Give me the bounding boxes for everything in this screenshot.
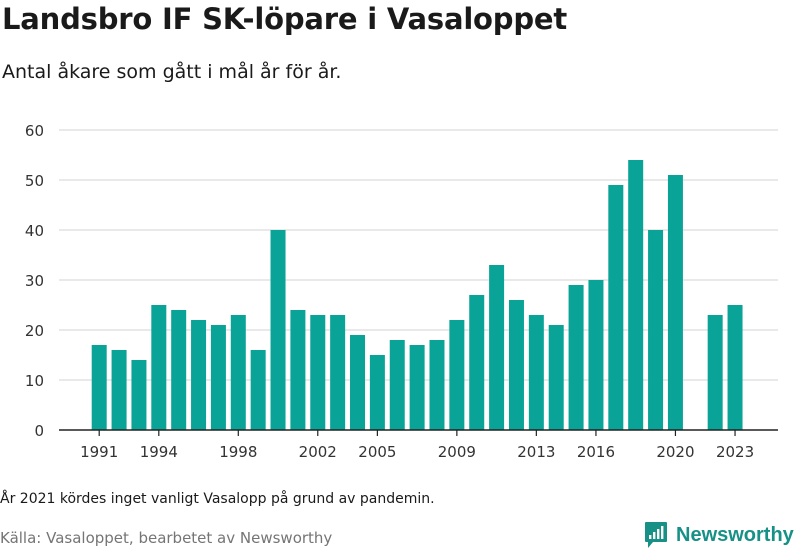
x-tick-label: 2005 bbox=[358, 443, 396, 461]
y-tick-label: 60 bbox=[25, 122, 44, 140]
y-tick-label: 30 bbox=[25, 272, 44, 290]
x-tick-label: 2013 bbox=[517, 443, 555, 461]
bar bbox=[171, 310, 187, 430]
bar bbox=[210, 325, 226, 430]
bars bbox=[91, 160, 743, 430]
bar bbox=[528, 315, 544, 430]
x-tick-label: 2016 bbox=[577, 443, 615, 461]
y-tick-label: 20 bbox=[25, 322, 44, 340]
bar bbox=[469, 295, 485, 430]
y-tick-label: 0 bbox=[34, 422, 44, 440]
bar bbox=[409, 345, 425, 430]
bar bbox=[250, 350, 266, 430]
y-tick-label: 40 bbox=[25, 222, 44, 240]
x-tick-label: 2020 bbox=[656, 443, 694, 461]
brand-name: Newsworthy bbox=[676, 523, 794, 546]
bar bbox=[667, 175, 683, 430]
bar bbox=[310, 315, 326, 430]
bar bbox=[230, 315, 246, 430]
bar bbox=[568, 285, 584, 430]
bar bbox=[369, 355, 385, 430]
y-tick-label: 50 bbox=[25, 172, 44, 190]
x-axis: 1991 1994 1998 2002 2005 2009 2013 2016 2020 2023 bbox=[80, 430, 754, 461]
newsworthy-logo-icon bbox=[645, 522, 667, 548]
bar bbox=[151, 305, 167, 430]
bar bbox=[191, 320, 207, 430]
x-tick-label: 1994 bbox=[140, 443, 178, 461]
y-axis: 0 10 20 30 40 50 60 bbox=[25, 122, 44, 440]
bar bbox=[131, 360, 147, 430]
bar bbox=[350, 335, 366, 430]
footnote: År 2021 kördes inget vanligt Vasalopp på… bbox=[0, 491, 435, 507]
x-tick-label: 1991 bbox=[80, 443, 118, 461]
bar bbox=[111, 350, 127, 430]
y-tick-label: 10 bbox=[25, 372, 44, 390]
x-tick-label: 2002 bbox=[299, 443, 337, 461]
bar bbox=[489, 265, 505, 430]
bar bbox=[608, 185, 624, 430]
bar bbox=[727, 305, 743, 430]
bar bbox=[508, 300, 524, 430]
brand-logo: Newsworthy bbox=[644, 520, 794, 550]
bar bbox=[290, 310, 306, 430]
x-tick-label: 1998 bbox=[219, 443, 257, 461]
bar bbox=[648, 230, 664, 430]
bar bbox=[429, 340, 445, 430]
chart-title: Landsbro IF SK-löpare i Vasaloppet bbox=[2, 2, 568, 36]
x-tick-label: 2023 bbox=[716, 443, 754, 461]
bar bbox=[588, 280, 604, 430]
x-tick-label: 2009 bbox=[438, 443, 476, 461]
chart-subtitle: Antal åkare som gått i mål år för år. bbox=[2, 61, 342, 83]
source-credit: Källa: Vasaloppet, bearbetet av Newswort… bbox=[0, 529, 333, 547]
bar bbox=[389, 340, 405, 430]
bar-chart: 0 10 20 30 40 50 60 1991 1994 1998 2002 2005 2009 20… bbox=[25, 122, 778, 461]
bar bbox=[449, 320, 465, 430]
bar bbox=[707, 315, 723, 430]
bar bbox=[548, 325, 564, 430]
bar bbox=[628, 160, 644, 430]
bar bbox=[270, 230, 286, 430]
bar bbox=[91, 345, 107, 430]
bar bbox=[330, 315, 346, 430]
